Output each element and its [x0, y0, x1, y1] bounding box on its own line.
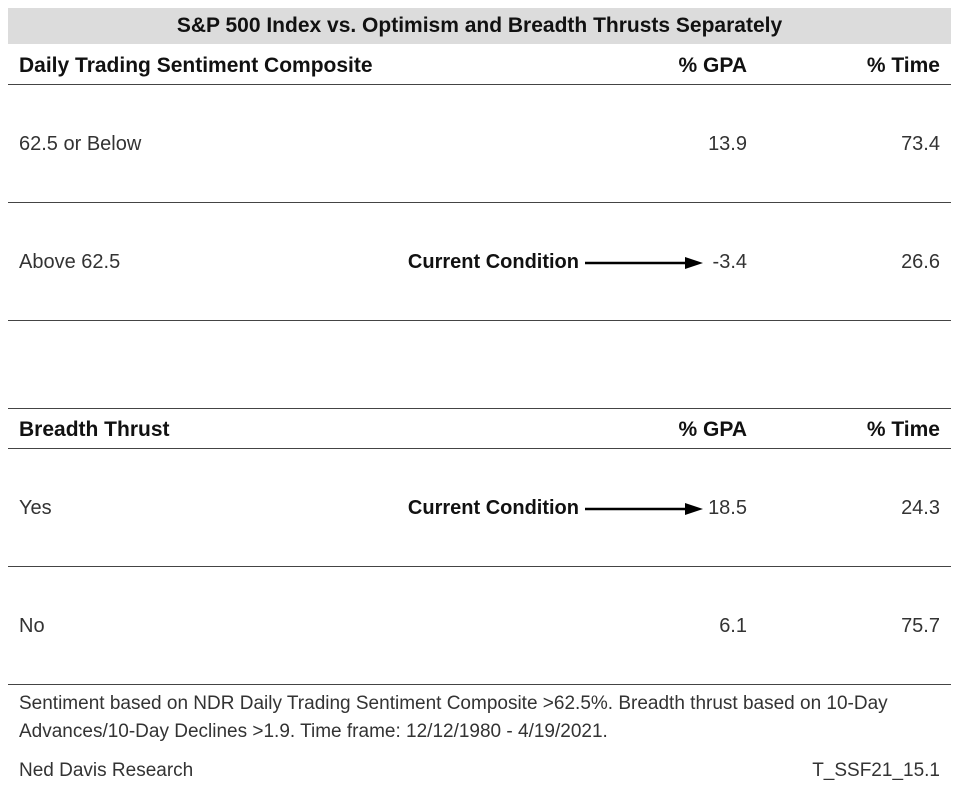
- row-time: 73.4: [901, 133, 940, 155]
- header-label: Breadth Thrust: [19, 418, 170, 441]
- row-gpa: -3.4: [712, 251, 747, 273]
- current-condition-marker: Current Condition: [408, 251, 703, 274]
- row-label: Above 62.5: [19, 251, 121, 273]
- table-row: 62.5 or Below 13.9 73.4: [8, 86, 951, 203]
- chart-code: T_SSF21_15.1: [812, 760, 940, 781]
- row-rule: [8, 320, 951, 321]
- row-time: 75.7: [901, 615, 940, 637]
- right-arrow-icon: [585, 256, 703, 269]
- breadth-thrust-table: Breadth Thrust % GPA % Time Yes Current …: [8, 408, 951, 688]
- table-row: No 6.1 75.7: [8, 568, 951, 685]
- source-label: Ned Davis Research: [19, 760, 194, 781]
- header-label: Daily Trading Sentiment Composite: [19, 54, 373, 77]
- header-rule: [8, 448, 951, 449]
- row-rule: [8, 202, 951, 203]
- table-row: Above 62.5 Current Condition -3.4 26.6: [8, 204, 951, 321]
- row-gpa: 18.5: [708, 497, 747, 519]
- footnote: Sentiment based on NDR Daily Trading Sen…: [19, 693, 888, 742]
- header-gpa: % GPA: [678, 54, 747, 77]
- header-rule: [8, 84, 951, 85]
- row-label: No: [19, 615, 45, 637]
- header-time: % Time: [866, 418, 940, 441]
- header-time: % Time: [866, 54, 940, 77]
- table-header: Breadth Thrust % GPA % Time: [8, 410, 951, 450]
- right-arrow-icon: [585, 502, 703, 515]
- current-condition-marker: Current Condition: [408, 497, 703, 520]
- row-rule: [8, 684, 951, 685]
- table-row: Yes Current Condition 18.5 24.3: [8, 450, 951, 567]
- current-condition-label: Current Condition: [407, 497, 579, 519]
- header-gpa: % GPA: [678, 418, 747, 441]
- row-time: 24.3: [901, 497, 940, 519]
- current-condition-label: Current Condition: [407, 251, 579, 273]
- row-time: 26.6: [901, 251, 940, 273]
- row-rule: [8, 566, 951, 567]
- row-gpa: 13.9: [708, 133, 747, 155]
- row-gpa: 6.1: [719, 615, 747, 637]
- row-label: Yes: [19, 497, 52, 519]
- row-label: 62.5 or Below: [19, 133, 142, 155]
- page-title: S&P 500 Index vs. Optimism and Breadth T…: [8, 8, 951, 44]
- sentiment-table: Daily Trading Sentiment Composite % GPA …: [8, 44, 951, 321]
- top-rule: [8, 408, 951, 409]
- table-header: Daily Trading Sentiment Composite % GPA …: [8, 46, 951, 86]
